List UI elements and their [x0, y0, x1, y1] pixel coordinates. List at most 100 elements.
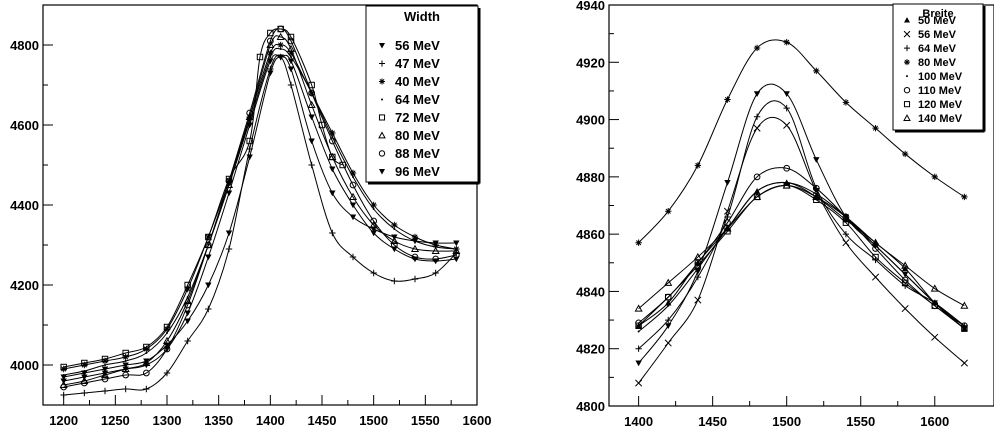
legend-item: 80 MeV — [378, 128, 440, 143]
legend-item: 40 MeV — [379, 74, 440, 89]
data-point — [665, 323, 672, 329]
legend-marker — [381, 98, 383, 101]
y-tick-label: 4920 — [576, 55, 605, 70]
x-tick-label: 1600 — [463, 413, 492, 428]
data-point — [101, 370, 109, 377]
data-point — [308, 114, 315, 121]
series-line — [638, 181, 965, 330]
data-point — [286, 44, 296, 53]
x-tick-label: 1250 — [101, 413, 130, 428]
data-point — [431, 246, 440, 255]
data-point — [163, 323, 171, 331]
chart-panel-1: 1200 1250 1300 1350 1400 1450 1500 1550 1600 4000… — [10, 4, 491, 428]
data-point — [329, 229, 336, 237]
data-point — [246, 137, 253, 145]
x-tick-label: 1550 — [846, 414, 875, 429]
data-point — [813, 67, 820, 75]
series-8 — [60, 54, 460, 385]
data-point — [328, 137, 336, 145]
data-point — [391, 277, 398, 285]
legend-marker — [903, 30, 911, 38]
legend-marker — [379, 78, 385, 85]
legend-marker — [903, 86, 911, 94]
series-3 — [635, 100, 968, 352]
data-point — [753, 192, 762, 200]
data-point — [267, 70, 274, 77]
legend-box — [892, 3, 984, 131]
data-point — [842, 239, 850, 247]
y-tick-label: 4820 — [576, 342, 605, 357]
data-point — [931, 173, 938, 181]
data-point — [142, 369, 150, 377]
data-point — [279, 48, 282, 50]
legend-label: 100 MeV — [918, 71, 963, 83]
data-point — [339, 161, 346, 169]
x-tick-label: 1300 — [153, 413, 182, 428]
legend-label: 50 MeV — [918, 15, 957, 27]
legend-item: 72 MeV — [378, 110, 440, 125]
data-point — [124, 360, 127, 362]
data-point — [724, 213, 731, 221]
series-line — [638, 100, 965, 350]
data-point — [143, 358, 150, 365]
data-point — [60, 374, 67, 381]
series-line — [638, 116, 965, 384]
legend-item: 96 MeV — [379, 164, 440, 179]
series-5 — [637, 181, 966, 333]
data-point — [83, 370, 86, 372]
series-6 — [635, 164, 968, 330]
data-point — [287, 58, 295, 65]
series-7 — [635, 182, 968, 332]
legend-label: 56 MeV — [918, 29, 957, 41]
data-point — [269, 56, 272, 58]
data-point — [665, 208, 672, 215]
y-tick-label: 4400 — [10, 198, 39, 213]
data-point — [871, 273, 880, 281]
data-point — [256, 53, 264, 61]
data-point — [872, 243, 879, 249]
y-tick-label: 4800 — [576, 399, 605, 414]
data-point — [100, 370, 110, 379]
legend: Width 56 MeV 47 MeV 40 MeV 64 MeV 72 MeV 80 Me… — [365, 5, 481, 185]
data-point — [390, 236, 399, 245]
y-tick-label: 4840 — [576, 284, 605, 299]
data-point — [60, 378, 67, 385]
data-point — [246, 122, 253, 129]
data-point — [782, 181, 791, 189]
data-point — [724, 96, 731, 103]
data-point — [331, 136, 334, 138]
series-4 — [62, 47, 458, 376]
data-point — [349, 202, 357, 209]
y-tick-label: 4940 — [576, 0, 605, 13]
data-point — [664, 339, 672, 347]
series-line — [63, 54, 457, 382]
data-point — [101, 387, 109, 395]
series-4 — [635, 39, 968, 246]
data-point — [352, 176, 354, 178]
data-point — [369, 220, 378, 229]
data-point — [104, 364, 106, 366]
data-point — [694, 268, 702, 275]
x-axis: 1200 1250 1300 1350 1400 1450 1500 1550 1600 — [49, 395, 491, 428]
data-point — [246, 109, 254, 117]
legend-item: 50 MeV — [904, 15, 957, 27]
legend-item: 56 MeV — [379, 38, 440, 53]
legend-item: 56 MeV — [903, 29, 957, 41]
data-point — [267, 49, 274, 57]
data-point — [166, 332, 168, 334]
legend-label: 110 MeV — [918, 85, 962, 97]
legend-item: 110 MeV — [903, 85, 962, 97]
data-point — [901, 150, 909, 158]
data-point — [287, 81, 295, 89]
series-line — [638, 184, 965, 330]
data-point — [391, 221, 398, 229]
x-axis: 1400 1450 1500 1550 1600 — [624, 396, 949, 429]
data-point — [372, 208, 375, 210]
legend-item: 140 MeV — [903, 113, 963, 125]
x-tick-label: 1350 — [204, 413, 233, 428]
x-tick-label: 1600 — [920, 414, 949, 429]
legend-label: 88 MeV — [395, 146, 440, 161]
data-point — [277, 41, 284, 49]
legend-marker — [906, 75, 908, 78]
data-point — [60, 365, 67, 373]
